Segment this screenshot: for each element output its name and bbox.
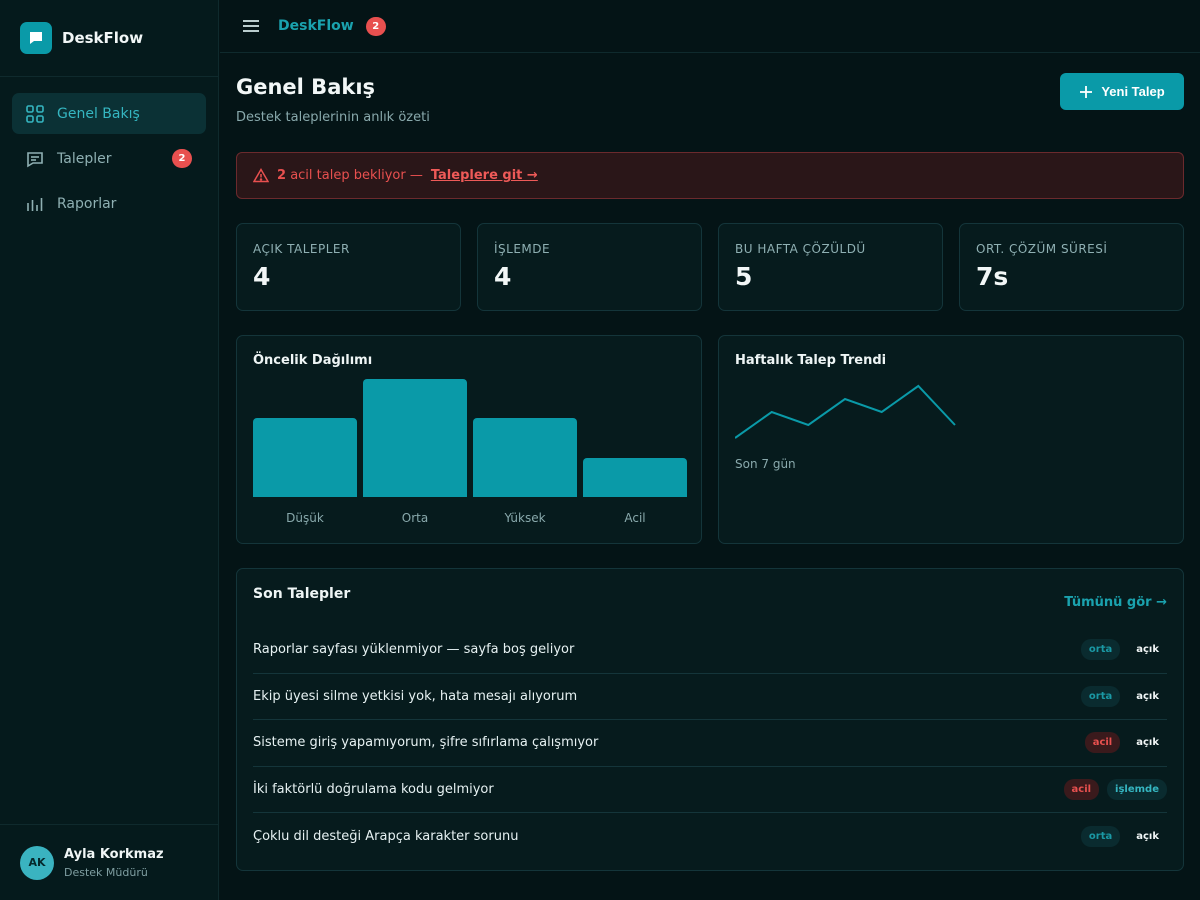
ticket-count-badge: 2 — [172, 149, 192, 168]
stat-label: ORT. ÇÖZÜM SÜRESİ — [976, 242, 1108, 256]
grid-icon — [26, 104, 44, 123]
priority-badge: acil — [1084, 732, 1121, 754]
trend-chart-card: Haftalık Talep Trendi Son 7 gün — [718, 335, 1184, 544]
priority-bar — [363, 379, 467, 497]
priority-bar-label: Acil — [624, 511, 646, 525]
stat-card-in-progress: İŞLEMDE 4 — [477, 223, 702, 311]
recent-tickets-list: Raporlar sayfası yüklenmiyor — sayfa boş… — [253, 627, 1167, 860]
stat-card-open: AÇIK TALEPLER 4 — [236, 223, 461, 311]
priority-bar — [583, 458, 687, 497]
page-header: Genel Bakış Destek taleplerinin anlık öz… — [236, 53, 1184, 152]
table-row[interactable]: İki faktörlü doğrulama kodu gelmiyor acil… — [253, 767, 1167, 813]
ticket-subject: İki faktörlü doğrulama kodu gelmiyor — [253, 781, 494, 797]
sidebar-item-label: Raporlar — [57, 195, 117, 212]
status-badge: işlemde — [1107, 778, 1167, 800]
menu-icon[interactable] — [242, 19, 260, 33]
alert-link[interactable]: Taleplere git → — [430, 168, 538, 183]
table-row[interactable]: Raporlar sayfası yüklenmiyor — sayfa boş… — [253, 627, 1167, 674]
stat-value: 4 — [494, 262, 512, 291]
page-subtitle: Destek taleplerinin anlık özeti — [236, 110, 430, 125]
topbar-badge: 2 — [365, 16, 386, 36]
priority-chart-card: Öncelik Dağılımı Düşük Orta Yüksek Acil — [236, 335, 702, 544]
topbar: DeskFlow 2 — [220, 0, 1200, 53]
stat-card-resolved: BU HAFTA ÇÖZÜLDÜ 5 — [718, 223, 943, 311]
see-all-link[interactable]: Tümünü gör → — [1064, 595, 1167, 610]
alert-count: 2 — [277, 168, 287, 183]
priority-badge: orta — [1080, 825, 1121, 847]
priority-bar — [253, 418, 357, 497]
new-ticket-button[interactable]: Yeni Talep — [1060, 73, 1184, 110]
ticket-tags: orta açık — [1080, 639, 1167, 661]
warning-icon — [253, 168, 269, 183]
trend-caption: Son 7 gün — [735, 457, 796, 471]
ticket-subject: Çoklu dil desteği Arapça karakter sorunu — [253, 828, 519, 844]
recent-tickets-card: Son Talepler Tümünü gör → Raporlar sayfa… — [236, 568, 1184, 871]
sidebar: DeskFlow Genel Bakış Talepler 2 Raporlar… — [0, 0, 219, 900]
priority-chart-title: Öncelik Dağılımı — [253, 353, 373, 368]
table-row[interactable]: Ekip üyesi silme yetkisi yok, hata mesaj… — [253, 674, 1167, 720]
stats-row: AÇIK TALEPLER 4 İŞLEMDE 4 BU HAFTA ÇÖZÜL… — [236, 223, 1184, 311]
urgent-alert: 2 acil talep bekliyor — Taleplere git → — [236, 152, 1184, 199]
avatar: AK — [20, 845, 54, 880]
stat-label: İŞLEMDE — [494, 242, 551, 256]
sidebar-item-label: Talepler — [57, 150, 112, 167]
sidebar-item-label: Genel Bakış — [57, 105, 140, 122]
table-row[interactable]: Sisteme giriş yapamıyorum, şifre sıfırla… — [253, 720, 1167, 767]
status-badge: açık — [1136, 690, 1159, 702]
status-badge: açık — [1136, 644, 1159, 656]
bar-chart-icon — [27, 197, 43, 211]
user-profile[interactable]: AK Ayla Korkmaz Destek Müdürü — [0, 824, 219, 900]
stat-label: BU HAFTA ÇÖZÜLDÜ — [735, 242, 866, 256]
priority-badge: orta — [1080, 639, 1121, 661]
trend-line — [735, 384, 956, 439]
user-name: Ayla Korkmaz — [64, 846, 164, 862]
sidebar-item-overview[interactable]: Genel Bakış — [12, 93, 206, 134]
priority-badge: orta — [1080, 685, 1121, 707]
stat-value: 7s — [976, 262, 1009, 291]
priority-bar-label: Orta — [401, 511, 429, 525]
trend-chart-title: Haftalık Talep Trendi — [735, 353, 887, 368]
sidebar-item-reports[interactable]: Raporlar — [12, 183, 206, 224]
chat-logo-icon — [20, 22, 52, 54]
new-ticket-label: Yeni Talep — [1101, 84, 1165, 99]
status-badge: açık — [1136, 830, 1159, 842]
user-role: Destek Müdürü — [64, 865, 148, 879]
ticket-tags: acil açık — [1084, 732, 1167, 754]
priority-badge: acil — [1063, 778, 1100, 800]
brand[interactable]: DeskFlow — [0, 0, 218, 77]
page-title: Genel Bakış — [236, 75, 376, 99]
ticket-subject: Raporlar sayfası yüklenmiyor — sayfa boş… — [253, 642, 575, 658]
ticket-tags: acil işlemde — [1063, 778, 1167, 800]
status-badge: açık — [1136, 737, 1159, 749]
stat-value: 5 — [735, 262, 753, 291]
priority-bar-label: Düşük — [286, 511, 324, 525]
alert-text: acil talep bekliyor — — [290, 168, 423, 183]
ticket-tags: orta açık — [1080, 685, 1167, 707]
ticket-subject: Sisteme giriş yapamıyorum, şifre sıfırla… — [253, 735, 599, 751]
main-content: Genel Bakış Destek taleplerinin anlık öz… — [236, 53, 1184, 871]
trend-line-chart — [735, 384, 956, 439]
sidebar-item-tickets[interactable]: Talepler 2 — [12, 138, 206, 179]
chat-icon — [27, 151, 43, 167]
priority-bar — [473, 418, 577, 497]
ticket-subject: Ekip üyesi silme yetkisi yok, hata mesaj… — [253, 688, 578, 704]
stat-value: 4 — [253, 262, 271, 291]
priority-bars — [253, 378, 687, 505]
stat-label: AÇIK TALEPLER — [253, 242, 350, 256]
plus-icon — [1080, 85, 1093, 98]
ticket-tags: orta açık — [1080, 825, 1167, 847]
table-row[interactable]: Çoklu dil desteği Arapça karakter sorunu… — [253, 813, 1167, 860]
stat-card-avg-time: ORT. ÇÖZÜM SÜRESİ 7s — [959, 223, 1184, 311]
priority-bar-label: Yüksek — [504, 511, 546, 525]
charts-row: Öncelik Dağılımı Düşük Orta Yüksek Acil Haf… — [236, 335, 1184, 544]
topbar-title[interactable]: DeskFlow — [278, 18, 354, 34]
recent-tickets-title: Son Talepler — [253, 586, 351, 602]
sidebar-nav: Genel Bakış Talepler 2 Raporlar — [0, 77, 218, 244]
app-name: DeskFlow — [62, 29, 144, 47]
